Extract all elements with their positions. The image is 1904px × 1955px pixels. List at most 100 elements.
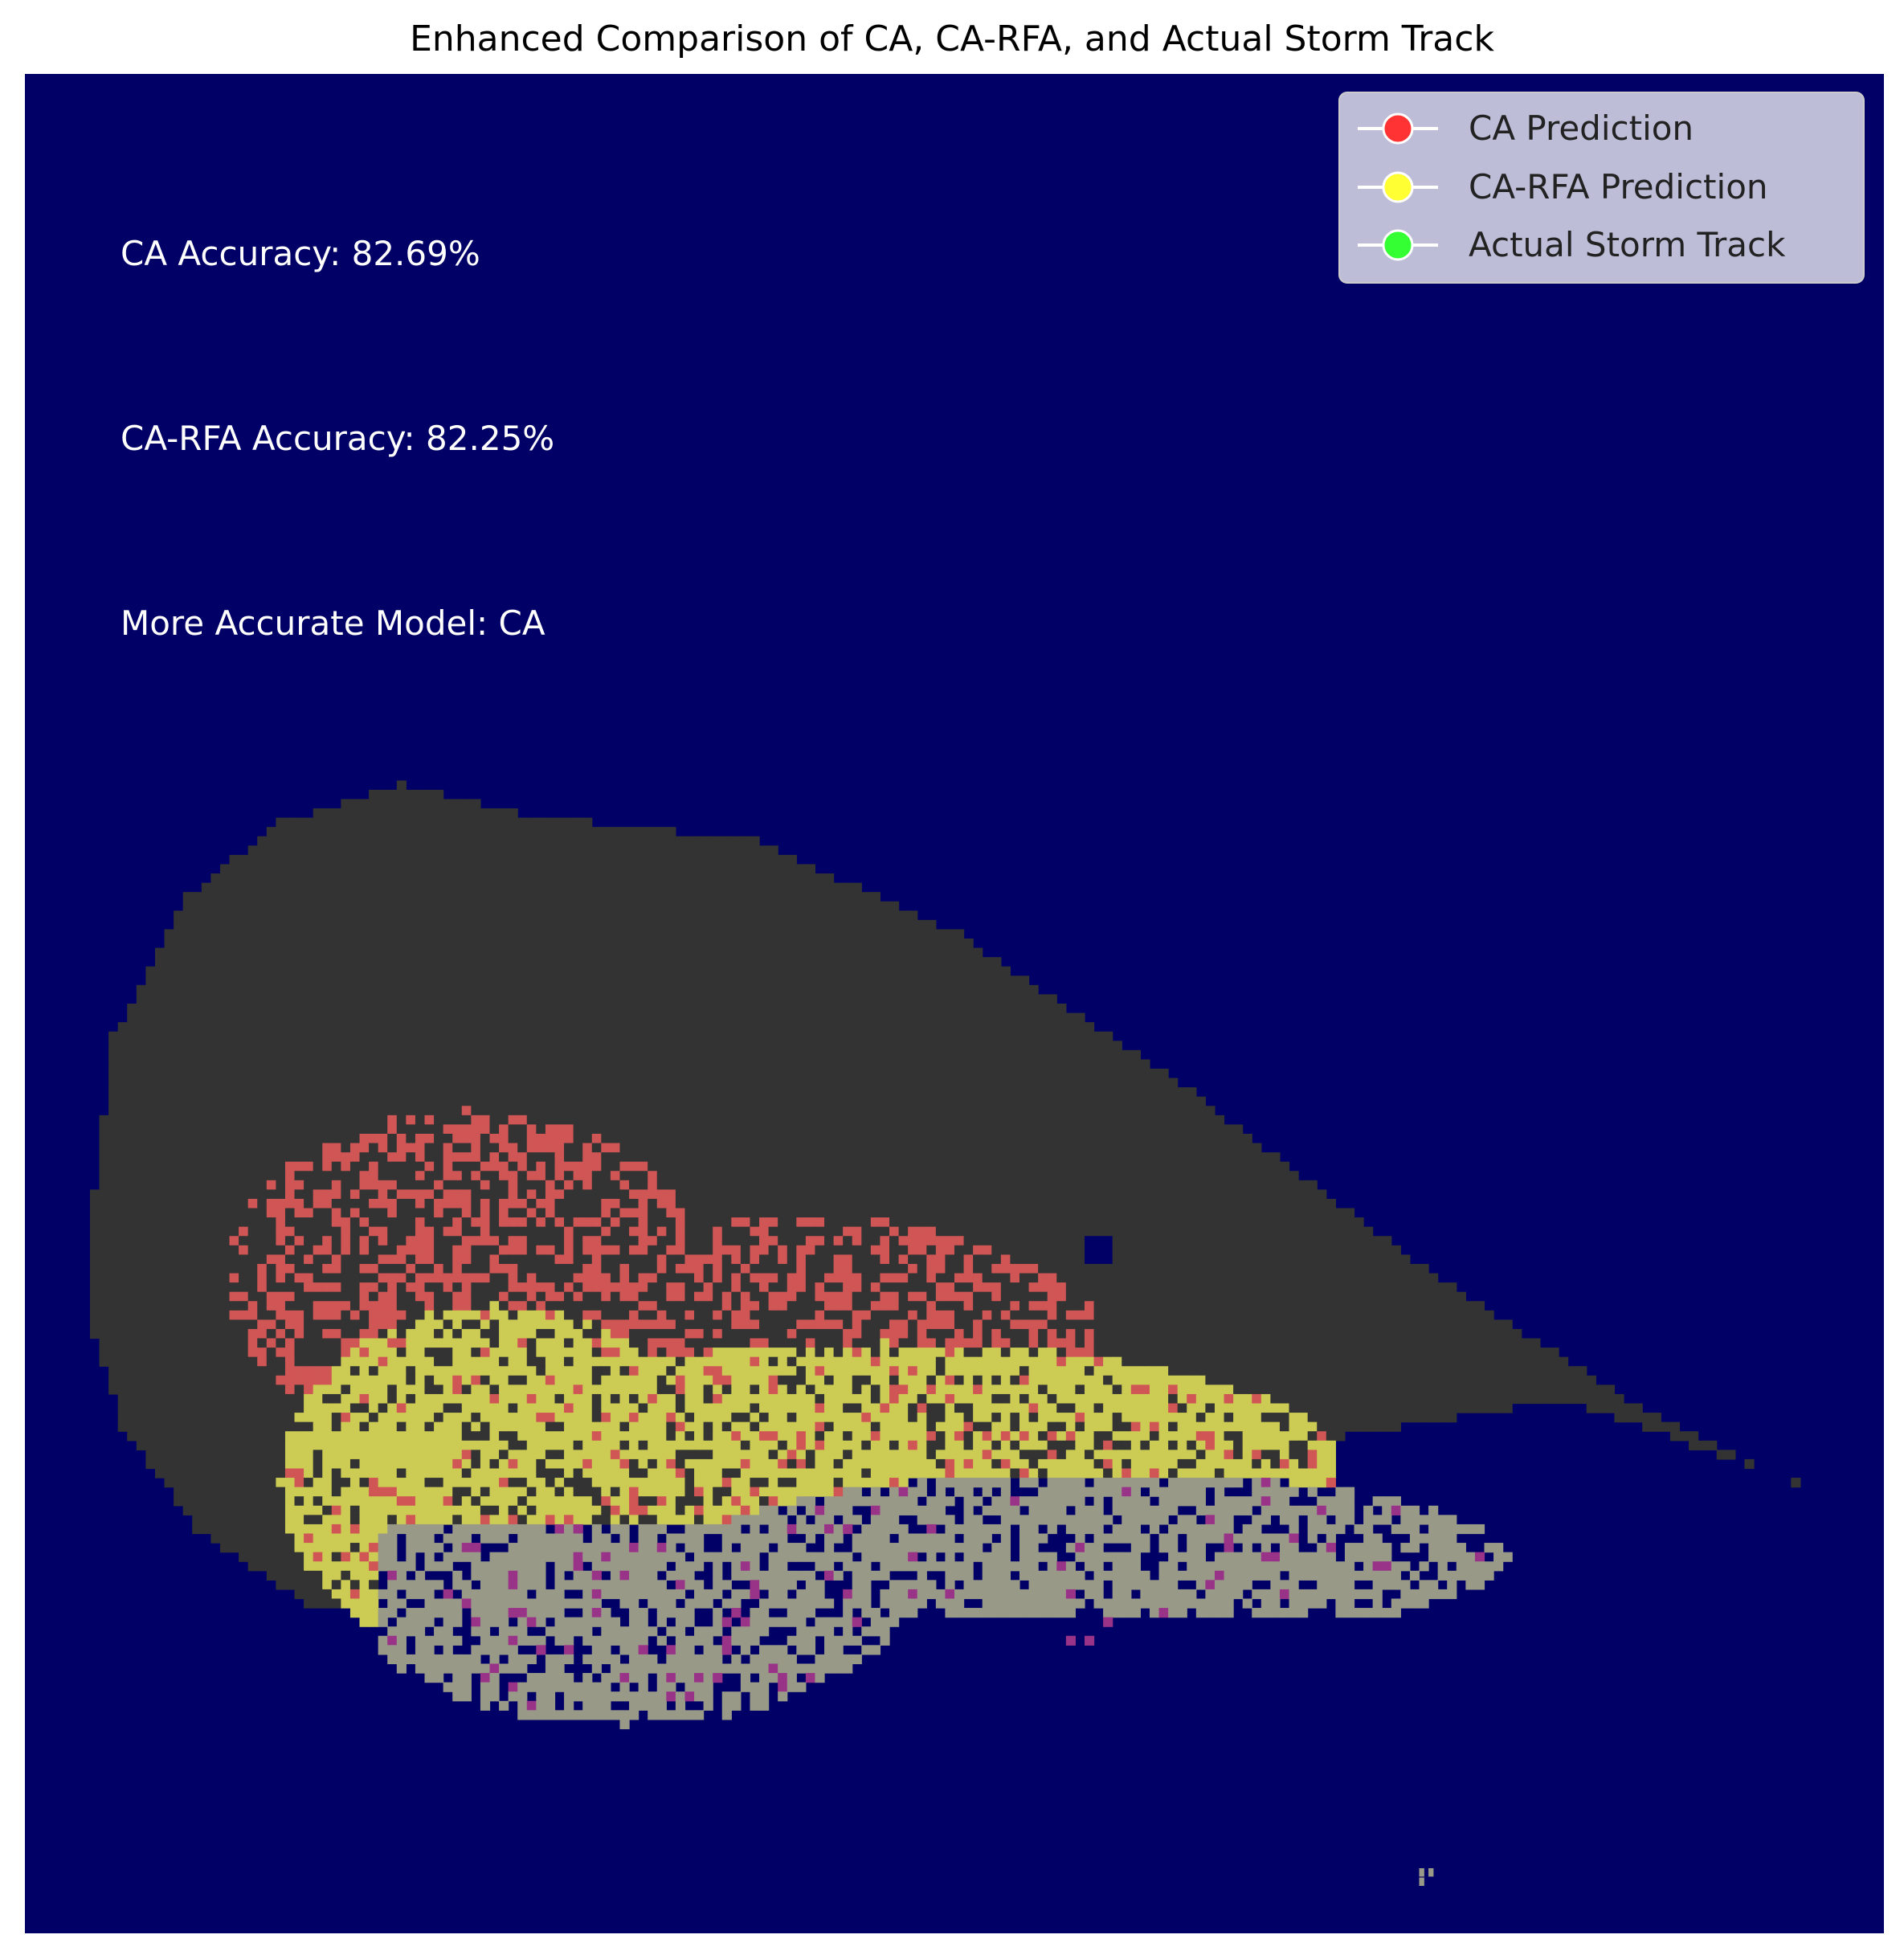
grid-cell bbox=[648, 929, 658, 939]
grid-cell bbox=[396, 1049, 407, 1061]
grid-cell bbox=[1177, 1124, 1187, 1135]
grid-cell bbox=[852, 939, 862, 949]
grid-cell bbox=[713, 1217, 723, 1228]
grid-cell bbox=[461, 854, 472, 865]
grid-cell bbox=[406, 1217, 416, 1228]
grid-cell bbox=[294, 1004, 304, 1014]
grid-cell bbox=[1168, 1236, 1179, 1246]
grid-cell bbox=[694, 966, 705, 976]
grid-cell bbox=[322, 901, 333, 911]
grid-cell bbox=[1354, 1217, 1364, 1228]
grid-cell bbox=[898, 939, 909, 949]
grid-cell bbox=[694, 1217, 705, 1228]
grid-cell bbox=[1224, 1226, 1234, 1237]
grid-cell bbox=[1391, 1254, 1401, 1265]
grid-cell bbox=[517, 845, 528, 856]
grid-cell bbox=[1122, 1078, 1132, 1088]
grid-cell bbox=[369, 1096, 379, 1106]
grid-cell bbox=[499, 910, 509, 921]
grid-cell bbox=[648, 1115, 658, 1126]
grid-cell bbox=[452, 1189, 463, 1200]
grid-cell bbox=[898, 1143, 909, 1153]
grid-cell bbox=[648, 947, 658, 958]
grid-cell bbox=[406, 854, 416, 865]
grid-cell bbox=[963, 1198, 974, 1209]
grid-cell bbox=[387, 1124, 398, 1135]
grid-cell bbox=[1038, 1180, 1048, 1190]
grid-cell bbox=[294, 1012, 304, 1023]
grid-cell bbox=[908, 1087, 918, 1098]
grid-cell bbox=[1010, 1041, 1020, 1051]
grid-cell bbox=[982, 994, 992, 1004]
grid-cell bbox=[731, 836, 742, 846]
grid-cell bbox=[276, 1171, 286, 1181]
grid-cell bbox=[415, 827, 426, 837]
grid-cell bbox=[833, 1254, 844, 1265]
grid-cell bbox=[721, 864, 732, 874]
grid-cell bbox=[127, 1106, 137, 1116]
grid-cell bbox=[1010, 1180, 1020, 1190]
grid-cell bbox=[545, 1217, 556, 1228]
grid-cell bbox=[331, 957, 341, 967]
grid-cell bbox=[666, 966, 676, 976]
grid-cell bbox=[322, 1198, 333, 1209]
grid-cell bbox=[759, 864, 770, 874]
grid-cell bbox=[257, 901, 268, 911]
grid-cell bbox=[201, 1059, 211, 1070]
grid-cell bbox=[424, 882, 435, 893]
grid-cell bbox=[1056, 1049, 1067, 1061]
grid-cell bbox=[387, 799, 398, 809]
grid-cell bbox=[247, 929, 258, 939]
grid-cell bbox=[415, 975, 426, 986]
grid-cell bbox=[1056, 1087, 1067, 1098]
grid-cell bbox=[369, 1208, 379, 1218]
grid-cell bbox=[1289, 1217, 1299, 1228]
grid-cell bbox=[694, 1087, 705, 1098]
grid-cell bbox=[619, 845, 630, 856]
grid-cell bbox=[731, 1049, 742, 1061]
grid-cell bbox=[935, 957, 946, 967]
grid-cell bbox=[991, 1004, 1002, 1014]
grid-cell bbox=[759, 1254, 770, 1265]
grid-cell bbox=[917, 939, 927, 949]
grid-cell bbox=[331, 1096, 341, 1106]
grid-cell bbox=[750, 1031, 760, 1041]
grid-cell bbox=[545, 1198, 556, 1209]
grid-cell bbox=[889, 947, 900, 958]
grid-cell bbox=[1187, 1115, 1197, 1126]
grid-cell bbox=[703, 854, 713, 865]
grid-cell bbox=[731, 1171, 742, 1181]
grid-cell bbox=[675, 1143, 686, 1153]
grid-cell bbox=[369, 975, 379, 986]
grid-cell bbox=[889, 929, 900, 939]
grid-cell bbox=[684, 1115, 695, 1126]
grid-cell bbox=[805, 957, 816, 967]
grid-cell bbox=[721, 1245, 732, 1255]
grid-cell bbox=[573, 1049, 583, 1061]
grid-cell bbox=[731, 854, 742, 865]
grid-cell bbox=[1019, 1189, 1030, 1200]
grid-cell bbox=[443, 1161, 453, 1172]
grid-cell bbox=[582, 1133, 593, 1144]
grid-cell bbox=[1130, 1198, 1141, 1209]
grid-cell bbox=[341, 929, 351, 939]
grid-cell bbox=[601, 892, 611, 902]
grid-cell bbox=[889, 939, 900, 949]
grid-cell bbox=[684, 1068, 695, 1079]
grid-cell bbox=[666, 1096, 676, 1106]
grid-cell bbox=[471, 836, 481, 846]
grid-cell bbox=[461, 957, 472, 967]
grid-cell bbox=[973, 1115, 983, 1126]
grid-cell bbox=[731, 1068, 742, 1079]
grid-cell bbox=[601, 1087, 611, 1098]
grid-cell bbox=[796, 1208, 807, 1218]
grid-cell bbox=[174, 1012, 184, 1023]
grid-cell bbox=[908, 1189, 918, 1200]
grid-cell bbox=[1224, 1208, 1234, 1218]
grid-cell bbox=[480, 1049, 491, 1061]
grid-cell bbox=[461, 1096, 472, 1106]
grid-cell bbox=[852, 1254, 862, 1265]
grid-cell bbox=[1149, 1106, 1160, 1116]
grid-cell bbox=[898, 1068, 909, 1079]
grid-cell bbox=[945, 1049, 955, 1061]
